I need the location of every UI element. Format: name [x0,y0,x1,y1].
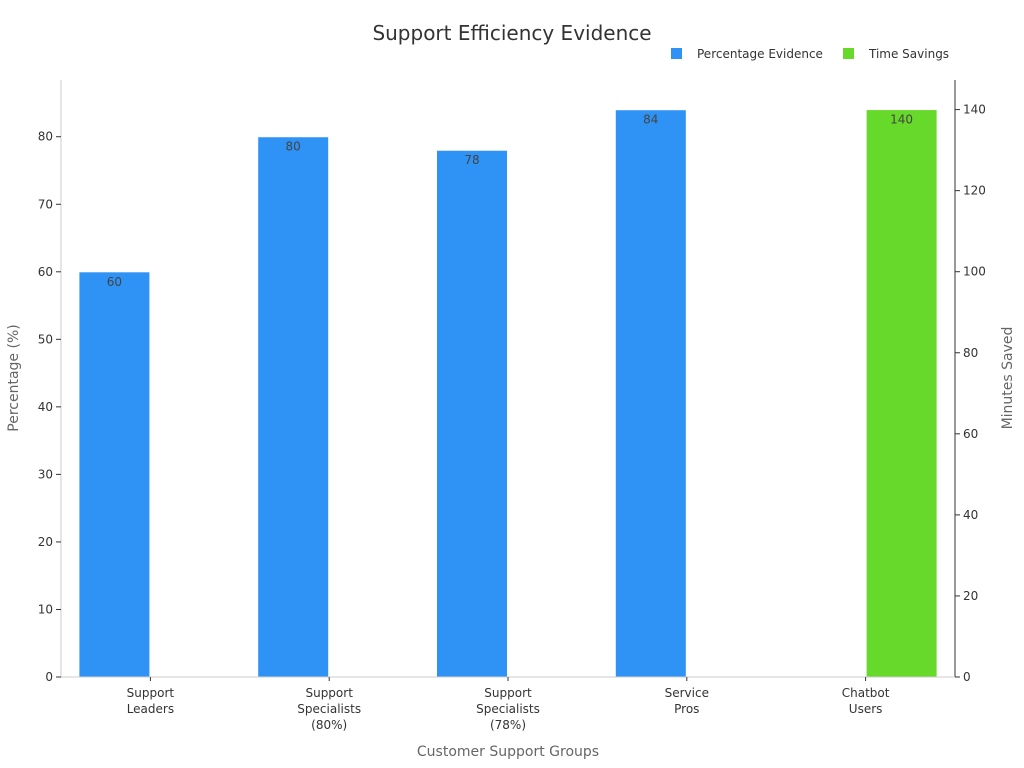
y-tick-label: 0 [45,670,53,684]
data-labels: 60 80 78 84 140 [107,113,913,289]
y2-tick-label: 60 [963,427,978,441]
bar-percentage [257,136,330,678]
left-axis-ticks: 0 10 20 30 40 50 60 70 80 [38,130,61,684]
bar-percentage [436,149,508,678]
y-tick-label: 70 [38,197,53,211]
y2-tick-label: 0 [963,670,971,684]
x-tick-label: Support Specialists (80%) [297,686,361,732]
legend-label-time: Time Savings [868,47,949,61]
y2-tick-label: 80 [963,346,978,360]
y-axis-title: Percentage (%) [6,324,22,431]
y2-tick-label: 40 [963,508,978,522]
bar-value-label: 84 [643,113,658,127]
x-tick-label: Chatbot Users [842,686,890,716]
bar-value-label: 140 [890,113,913,127]
legend: Percentage Evidence Time Savings [671,47,949,61]
legend-swatch-percentage [671,48,682,59]
y-tick-label: 20 [38,535,53,549]
bar-value-label: 60 [107,275,122,289]
y-tick-label: 60 [38,265,53,279]
x-tick-label: Service Pros [665,686,709,716]
y2-tick-label: 140 [963,103,986,117]
y-tick-label: 40 [38,400,53,414]
y-tick-label: 50 [38,332,53,346]
right-axis-ticks: 0 20 40 60 80 100 120 140 [955,103,986,684]
x-tick-label: Support Leaders [127,686,175,716]
legend-label-percentage: Percentage Evidence [697,47,823,61]
x-axis-title: Customer Support Groups [417,744,599,760]
x-axis-categories: Support Leaders Support Specialists (80%) Sup… [127,677,890,732]
chart-title: Support Efficiency Evidence [372,21,651,45]
y-tick-label: 80 [38,130,53,144]
x-tick-label: Support Specialists (78%) [476,686,540,732]
bar-value-label: 78 [464,153,479,167]
legend-swatch-time [843,48,854,59]
bar-percentage [614,109,687,678]
y2-tick-label: 100 [963,265,986,279]
bar-time-savings [865,109,938,678]
bars [78,109,938,678]
y2-tick-label: 120 [963,184,986,198]
bar-percentage [78,271,151,678]
y2-axis-title: Minutes Saved [1000,327,1016,430]
bar-value-label: 80 [286,140,301,154]
y2-tick-label: 20 [963,589,978,603]
y-tick-label: 30 [38,467,53,481]
y-tick-label: 10 [38,602,53,616]
